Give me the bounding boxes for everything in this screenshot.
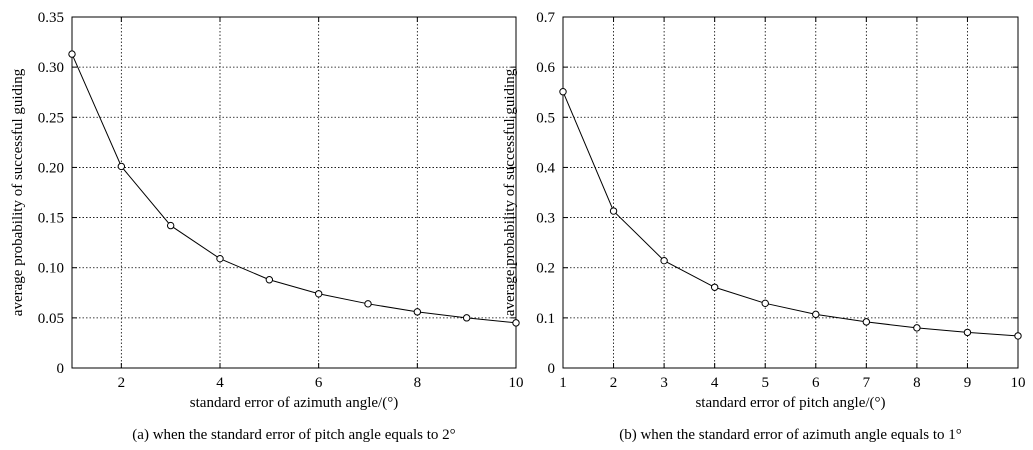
data-point (609, 207, 618, 215)
y-tick-label: 0 (548, 361, 556, 377)
y-tick-label: 0.6 (536, 60, 555, 76)
x-tick-label: 4 (216, 375, 224, 391)
x-axis-label: standard error of pitch angle/(°) (695, 395, 885, 411)
x-tick-label: 1 (559, 375, 567, 391)
x-tick-label: 6 (812, 375, 820, 391)
series-line (71, 53, 517, 324)
data-point (660, 256, 668, 265)
x-tick-label: 7 (863, 375, 871, 391)
y-tick-label: 0.05 (38, 311, 64, 327)
data-point (314, 290, 323, 298)
chart-a: 2 4 6 8 10 0 0.05 0.10 0.15 0.20 0.25 0.30 0.35 stand… (10, 10, 524, 443)
y-tick-label: 0.3 (536, 211, 555, 227)
data-point (117, 162, 126, 171)
data-point (512, 319, 520, 327)
y-tick-label: 0.4 (536, 160, 555, 176)
x-tick-label: 2 (118, 375, 126, 391)
data-point (265, 276, 274, 284)
y-tick-label: 0.15 (38, 211, 64, 227)
y-tick-label: 0.30 (38, 60, 64, 76)
data-point (364, 300, 372, 308)
y-tick-label: 0.1 (536, 311, 555, 327)
data-point (462, 314, 471, 322)
x-tick-label: 8 (414, 375, 422, 391)
plot-frame (71, 16, 517, 369)
chart-b: 1 2 3 4 5 6 7 8 9 10 0 0.1 0.2 0.3 0.4 0.5 0.6 0.7 standar… (502, 10, 1026, 443)
data-point (862, 318, 871, 326)
data-point (413, 308, 422, 316)
series-line (562, 91, 1019, 337)
y-tick-label: 0.7 (536, 10, 555, 26)
data-point (913, 324, 921, 332)
x-tick-label: 9 (964, 375, 972, 391)
x-tick-label: 10 (1011, 375, 1026, 391)
data-point (216, 254, 224, 263)
data-point (1014, 332, 1022, 340)
x-tick-label: 6 (315, 375, 323, 391)
y-tick-label: 0.10 (38, 261, 64, 277)
data-point (166, 221, 175, 230)
x-axis-label: standard error of azimuth angle/(°) (190, 395, 398, 411)
y-tick-label: 0.20 (38, 160, 64, 176)
y-tick-label: 0.5 (536, 110, 555, 126)
figure-caption: (b) when the standard error of azimuth a… (619, 427, 962, 443)
y-tick-label: 0 (57, 361, 65, 377)
y-axis-label: average probability of successful guidin… (10, 68, 26, 316)
x-tick-label: 2 (610, 375, 618, 391)
y-tick-label: 0.25 (38, 110, 64, 126)
data-point (710, 283, 719, 291)
data-point (68, 50, 76, 58)
plot-frame (562, 16, 1019, 369)
y-tick-label: 0.35 (38, 10, 64, 26)
x-tick-label: 10 (509, 375, 524, 391)
x-tick-label: 5 (761, 375, 769, 391)
figure-caption: (a) when the standard error of pitch ang… (132, 427, 455, 443)
x-tick-label: 8 (913, 375, 921, 391)
data-point (963, 328, 972, 337)
y-tick-label: 0.2 (536, 261, 555, 277)
data-point (812, 310, 820, 319)
data-point (559, 88, 567, 96)
data-point (761, 299, 769, 308)
x-tick-label: 4 (711, 375, 719, 391)
y-axis-label: average probability of successful guidin… (502, 68, 518, 316)
x-tick-label: 3 (660, 375, 668, 391)
